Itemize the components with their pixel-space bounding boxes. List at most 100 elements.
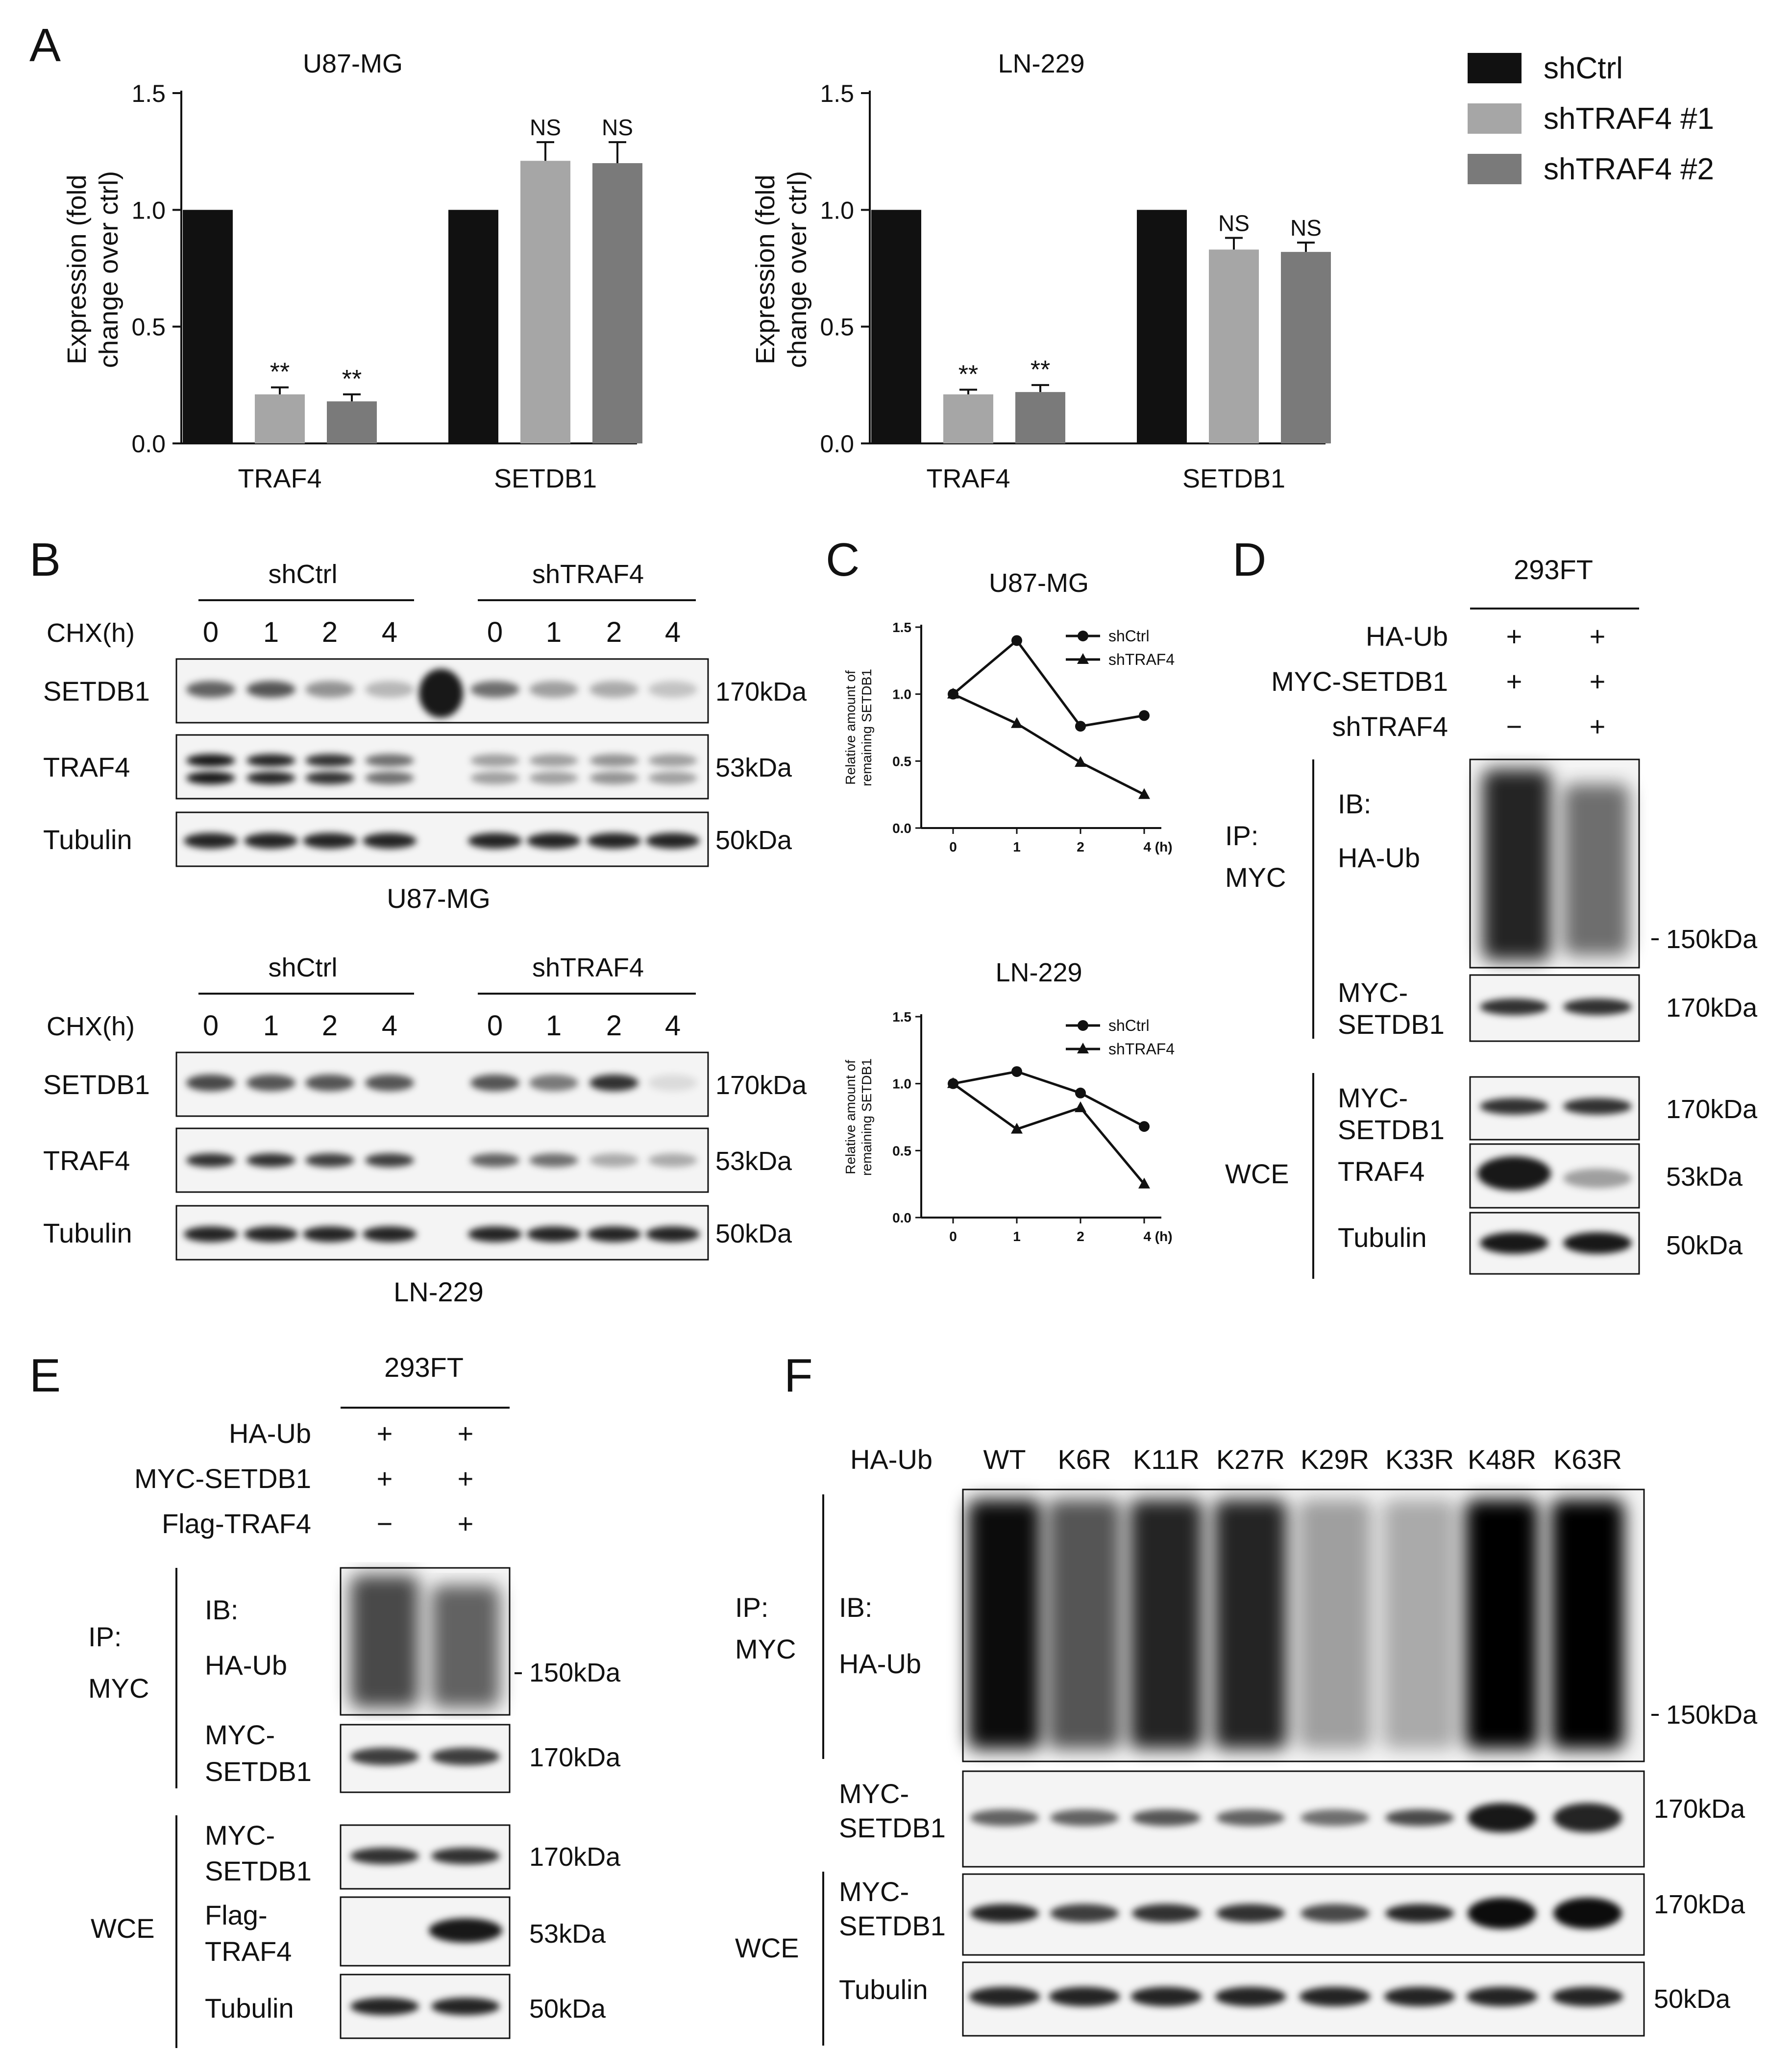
kda-label: 170kDa bbox=[529, 1842, 621, 1872]
y-tick-label: 0.5 bbox=[892, 754, 911, 769]
x-category-label: TRAF4 bbox=[926, 464, 1010, 493]
row-label: Tubulin bbox=[1338, 1222, 1427, 1253]
time-point-label: 4 bbox=[665, 616, 681, 648]
data-point-circle bbox=[1139, 1121, 1150, 1132]
setdb1-band bbox=[365, 1074, 414, 1091]
data-point-triangle bbox=[947, 1077, 959, 1088]
ib-label: HA-Ub bbox=[1338, 842, 1420, 873]
kda-label: 150kDa bbox=[1666, 1700, 1758, 1730]
condition-sign: − bbox=[377, 1508, 393, 1539]
legend-label: shCtrl bbox=[1108, 1017, 1150, 1034]
x-tick-label: 1 bbox=[1013, 839, 1021, 854]
row-label: SETDB1 bbox=[839, 1910, 946, 1941]
ib-label: IB: bbox=[1338, 788, 1371, 819]
mutant-label: K33R bbox=[1385, 1444, 1454, 1475]
series-line bbox=[952, 693, 1145, 796]
row-label: SETDB1 bbox=[205, 1756, 312, 1787]
condition-label: MYC-SETDB1 bbox=[134, 1463, 311, 1494]
band bbox=[1480, 999, 1548, 1015]
traf4-band bbox=[246, 1153, 295, 1167]
setdb1-band bbox=[246, 681, 295, 698]
traf4-band bbox=[186, 1153, 235, 1167]
setdb1-band bbox=[529, 681, 578, 698]
band bbox=[1216, 1809, 1285, 1826]
ip-label: MYC bbox=[88, 1673, 149, 1704]
traf4-band bbox=[529, 772, 578, 784]
tubulin-band bbox=[527, 1226, 581, 1242]
band bbox=[431, 1748, 500, 1765]
band bbox=[1132, 1904, 1201, 1923]
ubiquitin-smear bbox=[1214, 1499, 1287, 1749]
y-tick-label: 1.0 bbox=[131, 196, 166, 224]
y-axis-label: change over ctrl) bbox=[783, 171, 812, 368]
y-tick-label: 0.0 bbox=[131, 430, 166, 458]
significance-label: ** bbox=[342, 365, 362, 393]
kda-label: 170kDa bbox=[1654, 1890, 1745, 1919]
row-label: Tubulin bbox=[839, 1974, 928, 2005]
y-axis-label: remaining SETDB1 bbox=[859, 1058, 874, 1176]
kda-label: 50kDa bbox=[715, 1219, 792, 1248]
band bbox=[1553, 1898, 1622, 1929]
y-axis-label: change over ctrl) bbox=[94, 171, 123, 368]
condition-sign: + bbox=[458, 1463, 474, 1494]
condition-sign: + bbox=[458, 1418, 474, 1449]
kda-label: 53kDa bbox=[715, 1147, 792, 1176]
x-tick-label: 0 bbox=[949, 1229, 957, 1244]
band bbox=[1563, 1232, 1632, 1254]
tubulin-band bbox=[646, 833, 700, 849]
panel-letter-A: A bbox=[29, 19, 61, 72]
mutant-label: K27R bbox=[1216, 1444, 1285, 1475]
bar bbox=[592, 163, 642, 443]
band bbox=[970, 1904, 1039, 1923]
traf4-band bbox=[246, 772, 295, 784]
data-point-triangle bbox=[1075, 756, 1086, 767]
band bbox=[431, 1998, 500, 2015]
legend-label: shTRAF4 bbox=[1108, 1040, 1175, 1058]
condition-sign: + bbox=[1506, 621, 1522, 652]
y-tick-label: 1.5 bbox=[892, 1009, 911, 1025]
cell-type-label: 293FT bbox=[1514, 554, 1593, 585]
band bbox=[1050, 1809, 1119, 1826]
y-axis-label: Expression (fold bbox=[751, 174, 780, 364]
time-point-label: 0 bbox=[203, 1010, 219, 1042]
band bbox=[969, 1987, 1040, 2006]
condition-label: Flag-TRAF4 bbox=[162, 1508, 311, 1539]
traf4-band bbox=[365, 1153, 414, 1167]
band bbox=[350, 1848, 419, 1864]
series-line bbox=[952, 638, 1145, 728]
setdb1-band bbox=[186, 1074, 235, 1091]
traf4-band bbox=[470, 754, 519, 767]
row-label: TRAF4 bbox=[43, 752, 130, 782]
data-point-triangle bbox=[1011, 1123, 1023, 1134]
line-chart-ln229: LN-229 0.0 0.5 1.0 1.5 0 1 2 4 (h) Relative amoun… bbox=[843, 958, 1175, 1244]
traf4-band bbox=[470, 1153, 519, 1167]
data-point-triangle bbox=[947, 687, 959, 699]
ib-label: HA-Ub bbox=[839, 1648, 921, 1679]
traf4-band bbox=[305, 754, 354, 767]
tubulin-band bbox=[244, 1226, 298, 1242]
y-axis-label: Expression (fold bbox=[62, 174, 92, 364]
y-axis-label: remaining SETDB1 bbox=[859, 669, 874, 786]
setdb1-band bbox=[648, 1074, 697, 1091]
ip-label: MYC bbox=[1225, 862, 1286, 893]
ubiquitin-smear bbox=[1048, 1499, 1121, 1749]
tubulin-band bbox=[587, 1226, 641, 1242]
band bbox=[350, 1998, 419, 2015]
chart-title: LN-229 bbox=[998, 49, 1084, 78]
marker-band bbox=[419, 669, 463, 718]
tubulin-band bbox=[468, 1226, 522, 1242]
ib-label: IB: bbox=[205, 1594, 238, 1625]
wce-label: WCE bbox=[1225, 1158, 1289, 1189]
band bbox=[431, 1848, 500, 1864]
y-tick-label: 0.5 bbox=[892, 1143, 911, 1158]
band bbox=[1301, 1904, 1369, 1923]
chart-title: LN-229 bbox=[995, 958, 1082, 987]
x-tick-label: 2 bbox=[1077, 1229, 1084, 1244]
row-label: Flag- bbox=[205, 1900, 268, 1930]
ubiquitin-smear bbox=[1383, 1499, 1456, 1749]
bar bbox=[255, 394, 305, 443]
kda-label: 170kDa bbox=[1666, 993, 1758, 1023]
bar bbox=[943, 394, 993, 443]
row-label: MYC- bbox=[1338, 1082, 1408, 1113]
